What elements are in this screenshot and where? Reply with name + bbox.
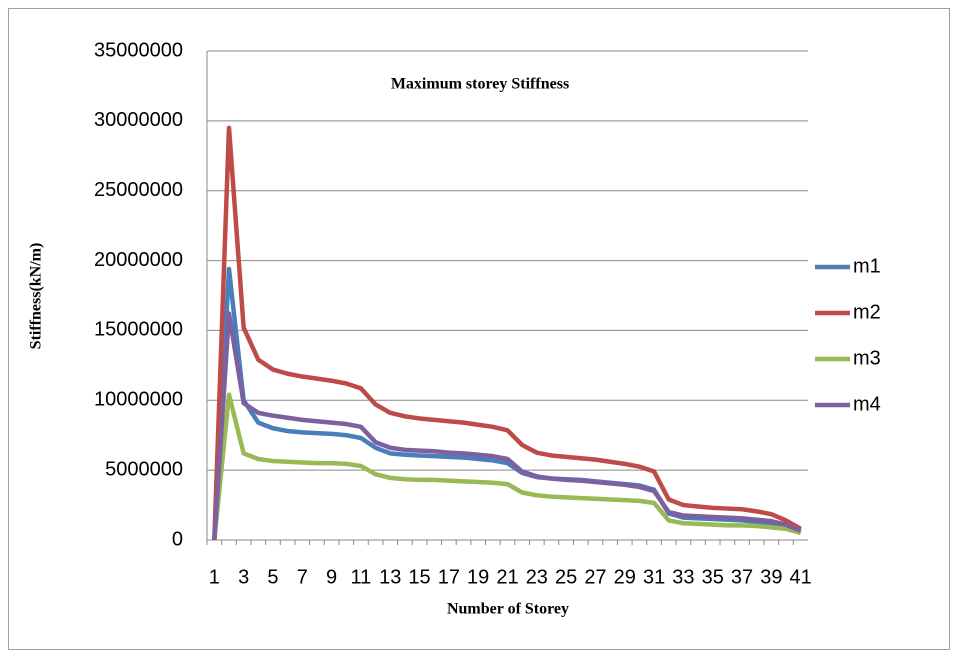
- series-line: [212, 392, 802, 541]
- x-tick-label: 29: [614, 566, 636, 588]
- x-tick-label: 39: [760, 566, 782, 588]
- y-axis-label: Stiffness(kN/m): [28, 243, 45, 350]
- x-tick-label: 23: [526, 566, 548, 588]
- x-tick-label: 25: [555, 566, 577, 588]
- x-tick-label: 37: [731, 566, 753, 588]
- y-tick-label: 0: [172, 528, 183, 550]
- x-tick-label: 17: [438, 566, 460, 588]
- x-tick-label: 5: [267, 566, 278, 588]
- x-tick-label: 3: [238, 566, 249, 588]
- x-tick-label: 15: [408, 566, 430, 588]
- legend-label: m1: [853, 255, 881, 277]
- y-tick-label: 10000000: [94, 389, 183, 411]
- x-tick-label: 1: [209, 566, 220, 588]
- legend-label: m3: [853, 347, 881, 369]
- y-tick-label: 35000000: [94, 39, 183, 61]
- x-tick-label: 13: [379, 566, 401, 588]
- chart-title: Maximum storey Stiffness: [391, 76, 569, 93]
- x-tick-label: 19: [467, 566, 489, 588]
- x-tick-label: 33: [672, 566, 694, 588]
- y-tick-label: 30000000: [94, 109, 183, 131]
- x-tick-label: 9: [326, 566, 337, 588]
- x-tick-label: 41: [790, 566, 812, 588]
- y-tick-label: 20000000: [94, 249, 183, 271]
- legend-label: m2: [853, 301, 881, 323]
- x-tick-label: 11: [351, 566, 372, 588]
- y-tick-label: 15000000: [94, 319, 183, 341]
- y-tick-label: 25000000: [94, 179, 183, 201]
- x-tick-label: 31: [643, 566, 665, 588]
- chart-frame: [8, 8, 950, 650]
- y-tick-label: 5000000: [105, 458, 183, 480]
- legend-label: m4: [853, 393, 881, 415]
- series-line: [212, 125, 802, 541]
- x-axis-label: Number of Storey: [447, 601, 569, 618]
- x-tick-label: 35: [702, 566, 724, 588]
- x-tick-label: 27: [584, 566, 606, 588]
- series-line: [212, 311, 802, 541]
- x-tick-label: 7: [297, 566, 308, 588]
- x-tick-label: 21: [496, 566, 518, 588]
